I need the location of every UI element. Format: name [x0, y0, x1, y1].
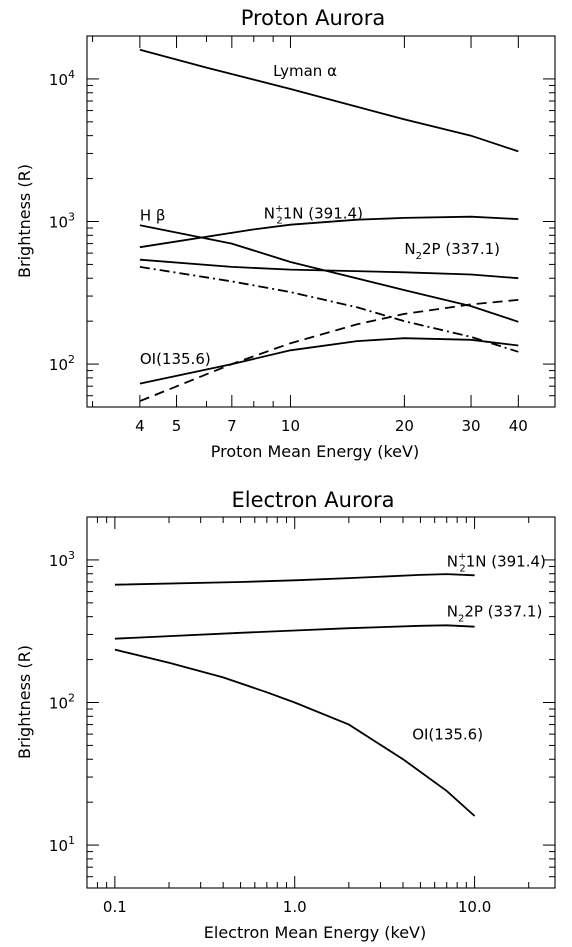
electron-x-ticks: 0.1 1.0 10.0	[86, 517, 530, 916]
proton-y-tick-label: 103	[49, 211, 75, 232]
proton-annotations: Lyman α H β N+ 21N (391.4) N22P (337.1) OI(13…	[140, 62, 500, 368]
proton-x-tick-label: 5	[172, 417, 182, 435]
electron-label-n2p1n: N+ 21N (391.4)	[447, 551, 546, 574]
electron-x-tick-label: 10.0	[458, 898, 491, 916]
proton-x-tick-label: 40	[509, 417, 528, 435]
proton-series-dashdot-line	[139, 266, 519, 353]
proton-y-axis-label: Brightness (R)	[15, 164, 34, 278]
proton-y-tick-label: 104	[49, 68, 75, 89]
proton-aurora-panel: Proton Aurora 4 5 7 10 20 30 40 102 103 104 Lyma…	[15, 6, 556, 461]
proton-x-axis-label: Proton Mean Energy (keV)	[211, 442, 419, 461]
electron-series	[114, 573, 476, 817]
electron-aurora-panel: Electron Aurora 0.1 1.0 10.0 101 102 103 N+ 2…	[15, 488, 556, 942]
electron-x-tick-label: 1.0	[283, 898, 307, 916]
proton-label-n22p: N22P (337.1)	[404, 240, 500, 262]
proton-x-tick-label: 20	[395, 417, 414, 435]
proton-series-n2p1n-line	[139, 215, 519, 249]
proton-series-n22p-line	[139, 258, 519, 280]
proton-x-tick-label: 4	[135, 417, 145, 435]
proton-label-n2p1n: N+ 21N (391.4)	[264, 203, 363, 226]
electron-x-axis-label: Electron Mean Energy (keV)	[204, 923, 426, 942]
electron-y-ticks: 101 102 103	[49, 516, 555, 889]
electron-y-tick-label: 101	[49, 834, 75, 855]
electron-plot-frame	[86, 516, 556, 889]
electron-label-oi: OI(135.6)	[412, 726, 483, 744]
proton-y-tick-label: 102	[49, 353, 75, 374]
proton-series-hbeta-line	[139, 224, 519, 323]
proton-series-lyman-line	[139, 48, 519, 153]
electron-label-n22p: N22P (337.1)	[447, 603, 543, 625]
proton-label-hbeta: H β	[140, 206, 166, 224]
proton-x-ticks: 4 5 7 10 20 30 40	[92, 36, 556, 435]
proton-label-lyman: Lyman α	[273, 62, 337, 80]
proton-x-tick-label: 10	[281, 417, 300, 435]
electron-series-n2p1n-line	[114, 573, 475, 586]
electron-chart-title: Electron Aurora	[231, 488, 394, 512]
proton-x-tick-label: 30	[461, 417, 480, 435]
electron-y-axis-label: Brightness (R)	[15, 645, 34, 759]
electron-x-tick-label: 0.1	[103, 898, 127, 916]
electron-annotations: N+ 21N (391.4) N22P (337.1) OI(135.6)	[412, 551, 546, 743]
proton-y-ticks: 102 103 104	[49, 35, 555, 408]
electron-series-n22p-line	[114, 624, 475, 640]
proton-label-oi: OI(135.6)	[140, 350, 211, 368]
proton-chart-title: Proton Aurora	[241, 6, 386, 30]
proton-series	[139, 48, 519, 402]
proton-series-dashed-line	[139, 299, 519, 402]
electron-series-oi-line	[114, 648, 476, 817]
proton-x-tick-label: 7	[227, 417, 237, 435]
electron-y-tick-label: 103	[49, 549, 75, 570]
electron-y-tick-label: 102	[49, 692, 75, 713]
